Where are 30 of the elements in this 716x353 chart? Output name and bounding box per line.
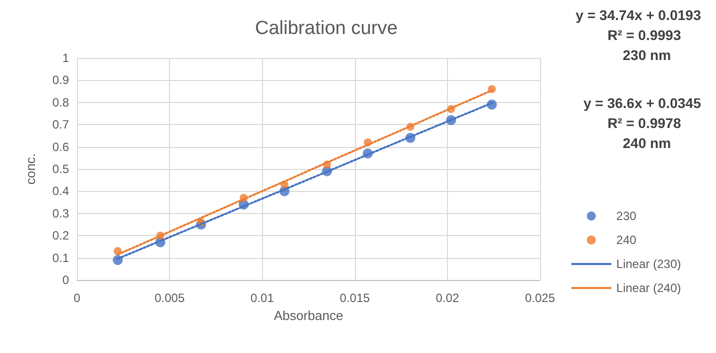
y-tick-label: 0.7	[52, 118, 70, 132]
y-tick-label: 0.8	[52, 95, 70, 110]
y-tick-label: 0.5	[52, 162, 70, 176]
y-tick-label: 1	[62, 51, 70, 65]
y-tick-label: 0.6	[52, 140, 70, 154]
x-tick-label: 0.025	[524, 291, 556, 305]
chart-title: Calibration curve	[255, 18, 398, 39]
y-tick-label: 0.1	[52, 250, 70, 265]
x-axis-title: Absorbance	[274, 308, 344, 323]
y-axis-title: conc.	[23, 153, 38, 185]
y-tick-label: 0.9	[52, 73, 70, 88]
text: 240 nm	[622, 135, 671, 151]
text: y = 34.74x + 0.0193	[576, 7, 702, 23]
legend-label: 230	[616, 209, 637, 223]
text: 230 nm	[622, 47, 671, 63]
y-tick-label: 0.2	[52, 228, 70, 243]
legend-label: Linear (230)	[616, 257, 682, 271]
y-tick-label: 0.4	[52, 184, 70, 198]
x-tick-label: 0.005	[154, 291, 185, 305]
text: R² = 0.9978	[607, 115, 682, 131]
x-tick-label: 0.02	[436, 291, 460, 305]
legend-label: Linear (240)	[616, 281, 682, 295]
x-tick-label: 0	[74, 291, 81, 305]
y-tick-label: 0.3	[52, 206, 70, 220]
x-tick-label: 0.01	[250, 291, 274, 305]
legend-label: 240	[616, 233, 637, 247]
text: y = 36.6x + 0.0345	[583, 95, 702, 111]
text: R² = 0.9993	[607, 27, 682, 43]
x-tick-label: 0.015	[340, 291, 370, 305]
y-tick-label: 0	[62, 273, 70, 287]
